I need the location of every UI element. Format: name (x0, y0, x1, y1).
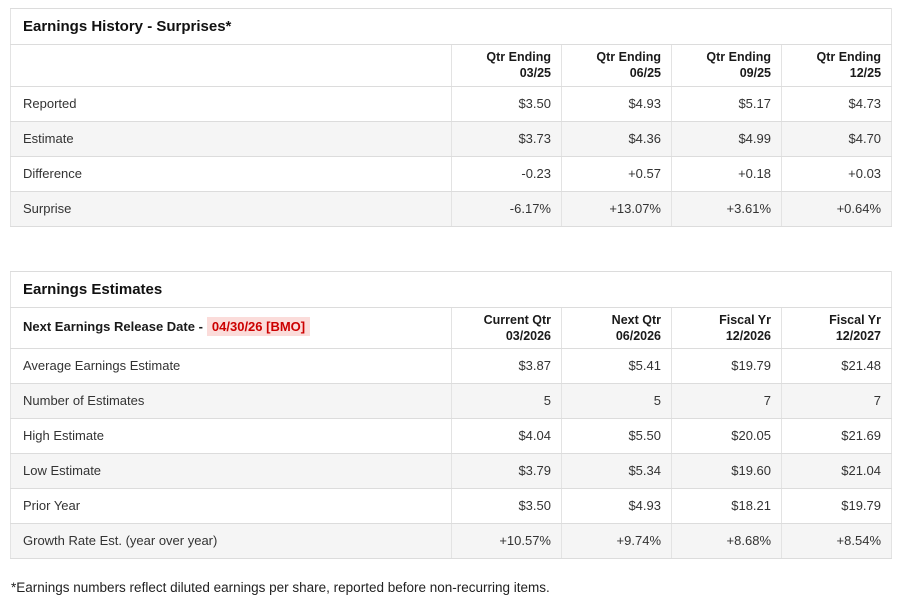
history-title-row: Earnings History - Surprises* (9, 8, 893, 45)
earnings-history-table: Earnings History - Surprises* Qtr Ending… (9, 8, 893, 227)
next-earnings-release-cell: Next Earnings Release Date -04/30/26 [BM… (10, 306, 452, 349)
column-header-line2: 12/25 (849, 66, 882, 81)
table-row-growth-rate: Growth Rate Est. (year over year) +10.57… (10, 523, 892, 559)
row-label: Average Earnings Estimate (10, 348, 452, 384)
cell-value: $3.79 (451, 453, 562, 489)
cell-value: $5.50 (561, 418, 672, 454)
cell-value: $20.05 (671, 418, 782, 454)
row-label: Low Estimate (10, 453, 452, 489)
cell-value: $21.69 (781, 418, 892, 454)
column-header: Fiscal Yr 12/2027 (781, 306, 892, 349)
footnote: *Earnings numbers reflect diluted earnin… (11, 580, 550, 595)
cell-value: $3.50 (451, 488, 562, 524)
cell-value: +0.18 (671, 155, 782, 192)
column-header-line2: 06/2026 (615, 328, 661, 343)
estimates-table-title: Earnings Estimates (10, 270, 892, 308)
column-header: Next Qtr 06/2026 (561, 306, 672, 349)
table-row-number-of-estimates: Number of Estimates 5 5 7 7 (10, 383, 892, 419)
history-table-title: Earnings History - Surprises* (9, 8, 893, 45)
column-header: Qtr Ending 09/25 (671, 44, 782, 87)
estimates-column-header-row: Next Earnings Release Date -04/30/26 [BM… (10, 306, 892, 349)
cell-value: +0.57 (561, 155, 672, 192)
release-date-badge: 04/30/26 [BMO] (206, 317, 311, 337)
column-header: Current Qtr 03/2026 (451, 306, 562, 349)
cell-value: $3.73 (451, 120, 562, 157)
cell-value: $5.17 (671, 85, 782, 122)
cell-value: +10.57% (451, 523, 562, 559)
row-label: Difference (10, 155, 452, 192)
cell-value: 5 (561, 383, 672, 419)
column-header-line2: 03/25 (519, 66, 551, 81)
table-row-difference: Difference -0.23 +0.57 +0.18 +0.03 (10, 155, 893, 192)
cell-value: 7 (781, 383, 892, 419)
cell-value: $5.41 (561, 348, 672, 384)
column-header-line2: 12/2027 (835, 328, 881, 343)
column-header-line1: Qtr Ending (596, 50, 661, 64)
cell-value: $21.48 (781, 348, 892, 384)
cell-value: +0.64% (780, 190, 893, 227)
cell-value: $21.04 (781, 453, 892, 489)
cell-value: 5 (451, 383, 562, 419)
table-row-low-estimate: Low Estimate $3.79 $5.34 $19.60 $21.04 (10, 453, 892, 489)
column-header-line2: 03/2026 (505, 328, 551, 343)
column-header-line1: Current Qtr (483, 312, 551, 327)
cell-value: +3.61% (671, 190, 782, 227)
table-row-high-estimate: High Estimate $4.04 $5.50 $20.05 $21.69 (10, 418, 892, 454)
column-header: Qtr Ending 03/25 (451, 44, 562, 87)
cell-value: $19.79 (671, 348, 782, 384)
cell-value: $19.79 (781, 488, 892, 524)
column-header-line2: 09/25 (739, 66, 771, 81)
cell-value: $19.60 (671, 453, 782, 489)
cell-value: -6.17% (451, 190, 562, 227)
column-header-line1: Qtr Ending (706, 50, 771, 64)
estimates-title-row: Earnings Estimates (10, 270, 892, 308)
column-header: Qtr Ending 12/25 (780, 44, 893, 87)
cell-value: $4.99 (671, 120, 782, 157)
cell-value: $4.93 (561, 488, 672, 524)
column-header-line2: 12/2026 (725, 328, 771, 343)
cell-value: +8.68% (671, 523, 782, 559)
cell-value: +8.54% (781, 523, 892, 559)
column-header-line1: Fiscal Yr (719, 312, 771, 327)
column-header-line2: 06/25 (629, 66, 661, 81)
cell-value: +13.07% (561, 190, 672, 227)
row-label: High Estimate (10, 418, 452, 454)
cell-value: -0.23 (451, 155, 562, 192)
row-label: Estimate (10, 120, 452, 157)
release-date-label: Next Earnings Release Date - (23, 319, 203, 335)
cell-value: $4.70 (780, 120, 893, 157)
table-row-estimate: Estimate $3.73 $4.36 $4.99 $4.70 (10, 120, 893, 157)
row-label: Number of Estimates (10, 383, 452, 419)
history-column-header-row: Qtr Ending 03/25 Qtr Ending 06/25 Qtr Endi… (10, 44, 893, 87)
empty-header-cell (10, 44, 452, 87)
cell-value: $4.73 (780, 85, 893, 122)
cell-value: 7 (671, 383, 782, 419)
table-row-prior-year: Prior Year $3.50 $4.93 $18.21 $19.79 (10, 488, 892, 524)
cell-value: +9.74% (561, 523, 672, 559)
table-row-surprise: Surprise -6.17% +13.07% +3.61% +0.64% (10, 190, 893, 227)
table-row-reported: Reported $3.50 $4.93 $5.17 $4.73 (10, 85, 893, 122)
cell-value: $3.87 (451, 348, 562, 384)
cell-value: $4.36 (561, 120, 672, 157)
cell-value: $4.93 (561, 85, 672, 122)
column-header: Qtr Ending 06/25 (561, 44, 672, 87)
column-header: Fiscal Yr 12/2026 (671, 306, 782, 349)
row-label: Growth Rate Est. (year over year) (10, 523, 452, 559)
cell-value: $18.21 (671, 488, 782, 524)
column-header-line1: Qtr Ending (486, 50, 551, 64)
table-row-average-earnings-estimate: Average Earnings Estimate $3.87 $5.41 $1… (10, 348, 892, 384)
column-header-line1: Qtr Ending (816, 50, 882, 64)
cell-value: +0.03 (780, 155, 893, 192)
cell-value: $4.04 (451, 418, 562, 454)
row-label: Prior Year (10, 488, 452, 524)
cell-value: $5.34 (561, 453, 672, 489)
cell-value: $3.50 (451, 85, 562, 122)
column-header-line1: Next Qtr (611, 312, 661, 327)
column-header-line1: Fiscal Yr (829, 312, 881, 327)
row-label: Surprise (10, 190, 452, 227)
earnings-estimates-table: Earnings Estimates Next Earnings Release… (10, 270, 892, 559)
row-label: Reported (10, 85, 452, 122)
